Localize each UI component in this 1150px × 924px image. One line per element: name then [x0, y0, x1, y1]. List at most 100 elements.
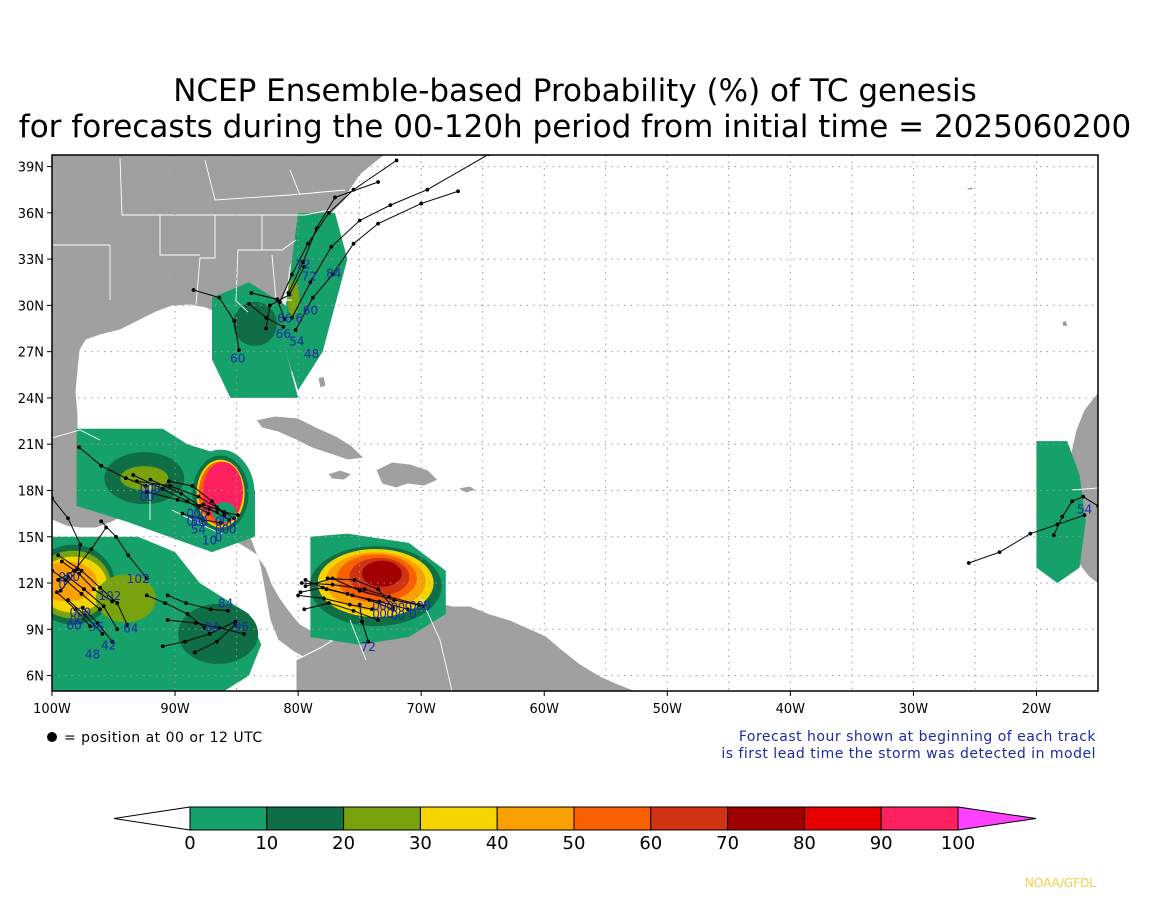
shade-caribbean-80 — [361, 560, 402, 587]
track-position-dot — [287, 292, 292, 297]
track-position-dot — [165, 593, 170, 598]
track-position-dot — [78, 542, 83, 547]
track-lead-time-label: 42 — [101, 638, 116, 652]
track-position-dot — [367, 598, 372, 602]
track-position-dot — [144, 490, 149, 494]
state-border — [289, 169, 301, 196]
track-position-dot — [456, 189, 460, 194]
storm-track — [67, 576, 118, 630]
track-position-dot — [98, 585, 102, 590]
track-position-dot — [98, 607, 102, 612]
track-label-cluster: 0 — [391, 601, 399, 615]
track-position-dot — [66, 516, 70, 521]
track-lead-time-label: 84 — [218, 597, 233, 611]
track-label-cluster: 0 — [147, 490, 155, 504]
track-position-dot — [175, 497, 180, 502]
track-lead-time-label: 64 — [123, 621, 138, 635]
track-position-dot — [144, 576, 149, 581]
track-position-dot — [352, 578, 357, 582]
shade-costa-rica-20 — [178, 603, 259, 664]
track-position-dot — [303, 578, 308, 582]
track-position-dot — [99, 519, 104, 524]
track-position-dot — [387, 595, 392, 599]
track-position-dot — [326, 601, 331, 605]
track-position-dot — [55, 590, 59, 595]
track-position-dot — [66, 598, 70, 602]
track-label-cluster: 0 — [193, 507, 201, 521]
track-position-dot — [1081, 494, 1086, 499]
storm-track — [52, 570, 101, 610]
track-position-dot — [246, 301, 251, 306]
lat-tick-label: 24N — [18, 392, 44, 407]
probability-colorbar: 0 10 20 30 40 50 60 70 80 90 100 — [113, 806, 1037, 854]
track-position-dot — [191, 288, 196, 292]
track-position-dot — [388, 203, 393, 208]
track-position-dot — [202, 625, 207, 630]
track-position-dot — [214, 510, 219, 514]
lat-tick-label: 39N — [18, 161, 44, 176]
lon-tick-label: 100W — [33, 702, 71, 717]
track-position-dot — [351, 187, 356, 192]
colorbar-tick-label: 90 — [870, 833, 893, 854]
shade-gulf-20 — [233, 301, 278, 346]
lon-tick-label: 70W — [406, 702, 436, 717]
track-label-cluster: 0 — [186, 515, 194, 529]
track-label-cluster: 0 — [65, 570, 73, 584]
track-label-cluster: 0 — [391, 609, 399, 623]
track-label-cluster: 0 — [215, 514, 223, 528]
country-border — [52, 429, 101, 441]
position-legend-text: = position at 00 or 12 UTC — [64, 730, 263, 746]
colorbar-tick-label: 0 — [184, 833, 195, 854]
track-lead-time-label: 60 — [303, 304, 318, 318]
track-position-dot — [350, 593, 355, 598]
track-label-cluster: 0 — [193, 515, 201, 529]
shade-epac-mid-30 — [95, 574, 156, 623]
track-position-dot — [360, 619, 365, 624]
track-lead-time-label: 60 — [230, 351, 245, 365]
colorbar-bin — [419, 806, 498, 831]
track-position-dot — [281, 325, 286, 329]
colorbar-bin — [343, 806, 421, 831]
track-position-dot — [184, 601, 189, 605]
colorbar-below-arrow — [113, 806, 191, 831]
storm-track — [146, 594, 205, 629]
track-label-cluster: 0 — [379, 599, 387, 613]
storm-track — [133, 474, 209, 515]
track-label-cluster: 0 — [222, 514, 230, 528]
track-position-dot — [267, 303, 272, 308]
track-label-cluster: 0 — [229, 522, 237, 536]
track-label-cluster: 0 — [76, 613, 84, 627]
track-position-dot — [88, 624, 93, 629]
track-position-dot — [242, 632, 246, 636]
track-position-dot — [376, 618, 381, 622]
track-position-dot — [347, 602, 352, 607]
state-border — [160, 214, 216, 306]
track-label-cluster: 0 — [215, 530, 223, 544]
colorbar-tick-label: 10 — [255, 833, 278, 854]
track-position-dot — [126, 553, 131, 558]
track-label-cluster: 0 — [83, 605, 91, 619]
track-lead-time-label: 72 — [302, 270, 317, 284]
track-label-cluster: 0 — [186, 507, 194, 521]
track-position-dot — [1082, 513, 1087, 518]
track-label-cluster: 0 — [147, 482, 155, 496]
lat-tick-label: 6N — [26, 670, 44, 685]
track-position-dot — [330, 582, 335, 587]
track-position-dot — [222, 513, 227, 518]
track-position-dot — [326, 210, 331, 215]
colorbar-bin — [496, 806, 575, 831]
colorbar-bin — [727, 806, 805, 831]
track-position-dot — [73, 607, 78, 612]
track-label-cluster: 0 — [372, 599, 380, 613]
cuba-land — [255, 415, 366, 461]
track-position-dot — [1051, 533, 1056, 538]
map-frame — [51, 154, 1099, 692]
track-position-dot — [296, 593, 301, 598]
colorbar-tick-label: 50 — [563, 833, 586, 854]
lon-tick-label: 90W — [160, 702, 190, 717]
storm-track — [61, 561, 113, 602]
track-position-dot — [232, 516, 237, 521]
jamaica-land — [327, 469, 354, 481]
credit-text: NOAA/GFDL — [1025, 876, 1096, 890]
track-position-dot — [197, 504, 202, 508]
